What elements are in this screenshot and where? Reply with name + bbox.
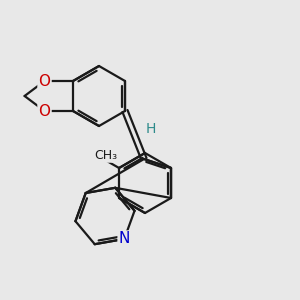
Text: N: N [118,232,130,247]
Text: O: O [38,103,50,118]
Text: O: O [38,74,50,88]
Text: H: H [146,122,156,136]
Text: CH₃: CH₃ [94,149,118,162]
